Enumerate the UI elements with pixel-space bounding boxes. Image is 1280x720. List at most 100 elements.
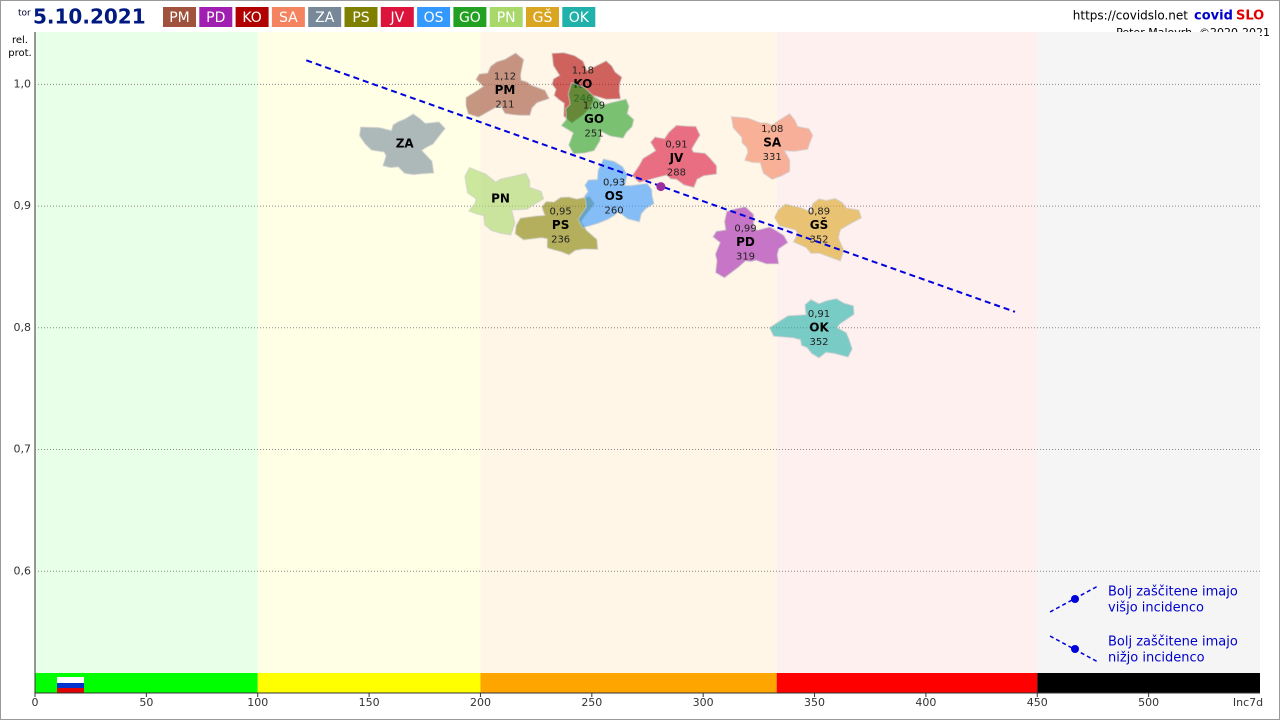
region-blob <box>773 197 863 262</box>
legend-button <box>271 7 305 27</box>
ratio-label: 0,95 <box>550 207 572 218</box>
note-icon <box>1071 645 1079 653</box>
legend-label: ZA <box>315 10 335 26</box>
x-tick-label: 250 <box>581 696 602 709</box>
incidence-label: 352 <box>809 235 828 246</box>
note-icon <box>1071 595 1079 603</box>
note-text: višjo incidenco <box>1108 601 1204 616</box>
ratio-label: 1,08 <box>761 124 783 135</box>
note-icon <box>1049 585 1099 613</box>
x-tick-label: 100 <box>247 696 268 709</box>
legend-label: PS <box>352 10 369 26</box>
region-name: PM <box>495 83 516 97</box>
legend-label: GO <box>459 10 481 26</box>
region-blob <box>577 158 655 229</box>
note-text: nižjo incidenco <box>1108 651 1205 666</box>
x-tick-label: 50 <box>139 696 153 709</box>
region-blob <box>514 195 599 256</box>
legend-button <box>308 7 342 27</box>
ratio-label: 0,91 <box>665 140 687 151</box>
region-name: PS <box>552 218 569 232</box>
url: https://covidslo.net <box>1073 9 1189 23</box>
incidence-label: 236 <box>551 235 570 246</box>
zone-band <box>35 673 258 693</box>
x-tick-label: 450 <box>1027 696 1048 709</box>
incidence-label: 260 <box>605 205 624 216</box>
zone-background <box>480 32 777 673</box>
region-blob <box>730 112 814 181</box>
region-name: OK <box>809 320 829 334</box>
y-label: rel. <box>12 35 28 46</box>
region-blob <box>560 81 635 155</box>
legend-button <box>344 7 378 27</box>
slovenia-point <box>656 182 666 192</box>
region-blob <box>631 124 718 189</box>
legend-label: GŠ <box>533 8 553 26</box>
brand: covid <box>1194 9 1233 24</box>
note-icon <box>1049 635 1099 663</box>
legend-button <box>235 7 269 27</box>
region-name: PN <box>491 191 510 205</box>
flag <box>57 688 84 693</box>
region-name: SA <box>763 135 782 149</box>
incidence-label: 319 <box>736 252 755 263</box>
incidence-label: 211 <box>495 99 514 110</box>
brand-accent: SLO <box>1236 9 1264 24</box>
y-label: prot. <box>8 48 31 59</box>
legend-label: PN <box>497 10 516 26</box>
legend-label: KO <box>242 10 261 26</box>
x-label: Inc7d <box>1233 696 1263 709</box>
date: 5.10.2021 <box>33 5 146 29</box>
region-name: GO <box>584 112 604 126</box>
legend-label: SA <box>279 10 298 26</box>
y-tick-label: 0,6 <box>14 564 32 577</box>
legend-button <box>199 7 233 27</box>
region-blob <box>358 113 446 176</box>
y-tick-label: 1,0 <box>14 77 32 90</box>
day: tor <box>18 9 31 19</box>
note-text: Bolj zaščitene imajo <box>1108 585 1238 600</box>
zone-band <box>257 673 481 693</box>
zone-band <box>776 673 1038 693</box>
incidence-label: 331 <box>763 152 782 163</box>
x-tick-label: 350 <box>804 696 825 709</box>
flag <box>57 677 84 683</box>
zone-background <box>1037 32 1260 673</box>
region-blob <box>465 52 551 118</box>
region-blob <box>712 206 789 279</box>
x-tick-label: 200 <box>470 696 491 709</box>
y-tick-label: 0,8 <box>14 321 32 334</box>
incidence-label: 288 <box>667 168 686 179</box>
legend-button <box>380 7 414 27</box>
y-tick-label: 0,9 <box>14 199 32 212</box>
region-name: JV <box>669 151 684 165</box>
ratio-label: 0,91 <box>808 309 830 320</box>
legend-button <box>163 7 196 27</box>
region-name: ZA <box>396 136 415 150</box>
ratio-label: 1,09 <box>583 101 605 112</box>
ratio-label: 0,89 <box>808 207 830 218</box>
region-name: PD <box>736 235 755 249</box>
legend-button <box>526 7 559 27</box>
legend-label: JV <box>389 10 404 26</box>
region-name: GŠ <box>810 217 829 232</box>
x-tick-label: 500 <box>1138 696 1159 709</box>
ratio-label: 1,12 <box>494 71 516 82</box>
trend-line <box>305 59 1016 313</box>
legend-button <box>562 7 596 27</box>
ratio-label: 1,18 <box>572 65 594 76</box>
legend-label: PM <box>169 10 190 26</box>
region-name: OS <box>605 189 624 203</box>
zone-band <box>1037 673 1260 693</box>
x-tick-label: 150 <box>359 696 380 709</box>
incidence-label: 352 <box>809 337 828 348</box>
ratio-label: 0,93 <box>603 177 625 188</box>
zone-band <box>480 673 777 693</box>
legend-button <box>489 7 523 27</box>
region-blob <box>768 298 855 359</box>
legend-label: OS <box>424 10 444 26</box>
legend-label: PD <box>206 10 225 26</box>
region-blob <box>464 166 545 236</box>
note-text: Bolj zaščitene imajo <box>1108 635 1238 650</box>
